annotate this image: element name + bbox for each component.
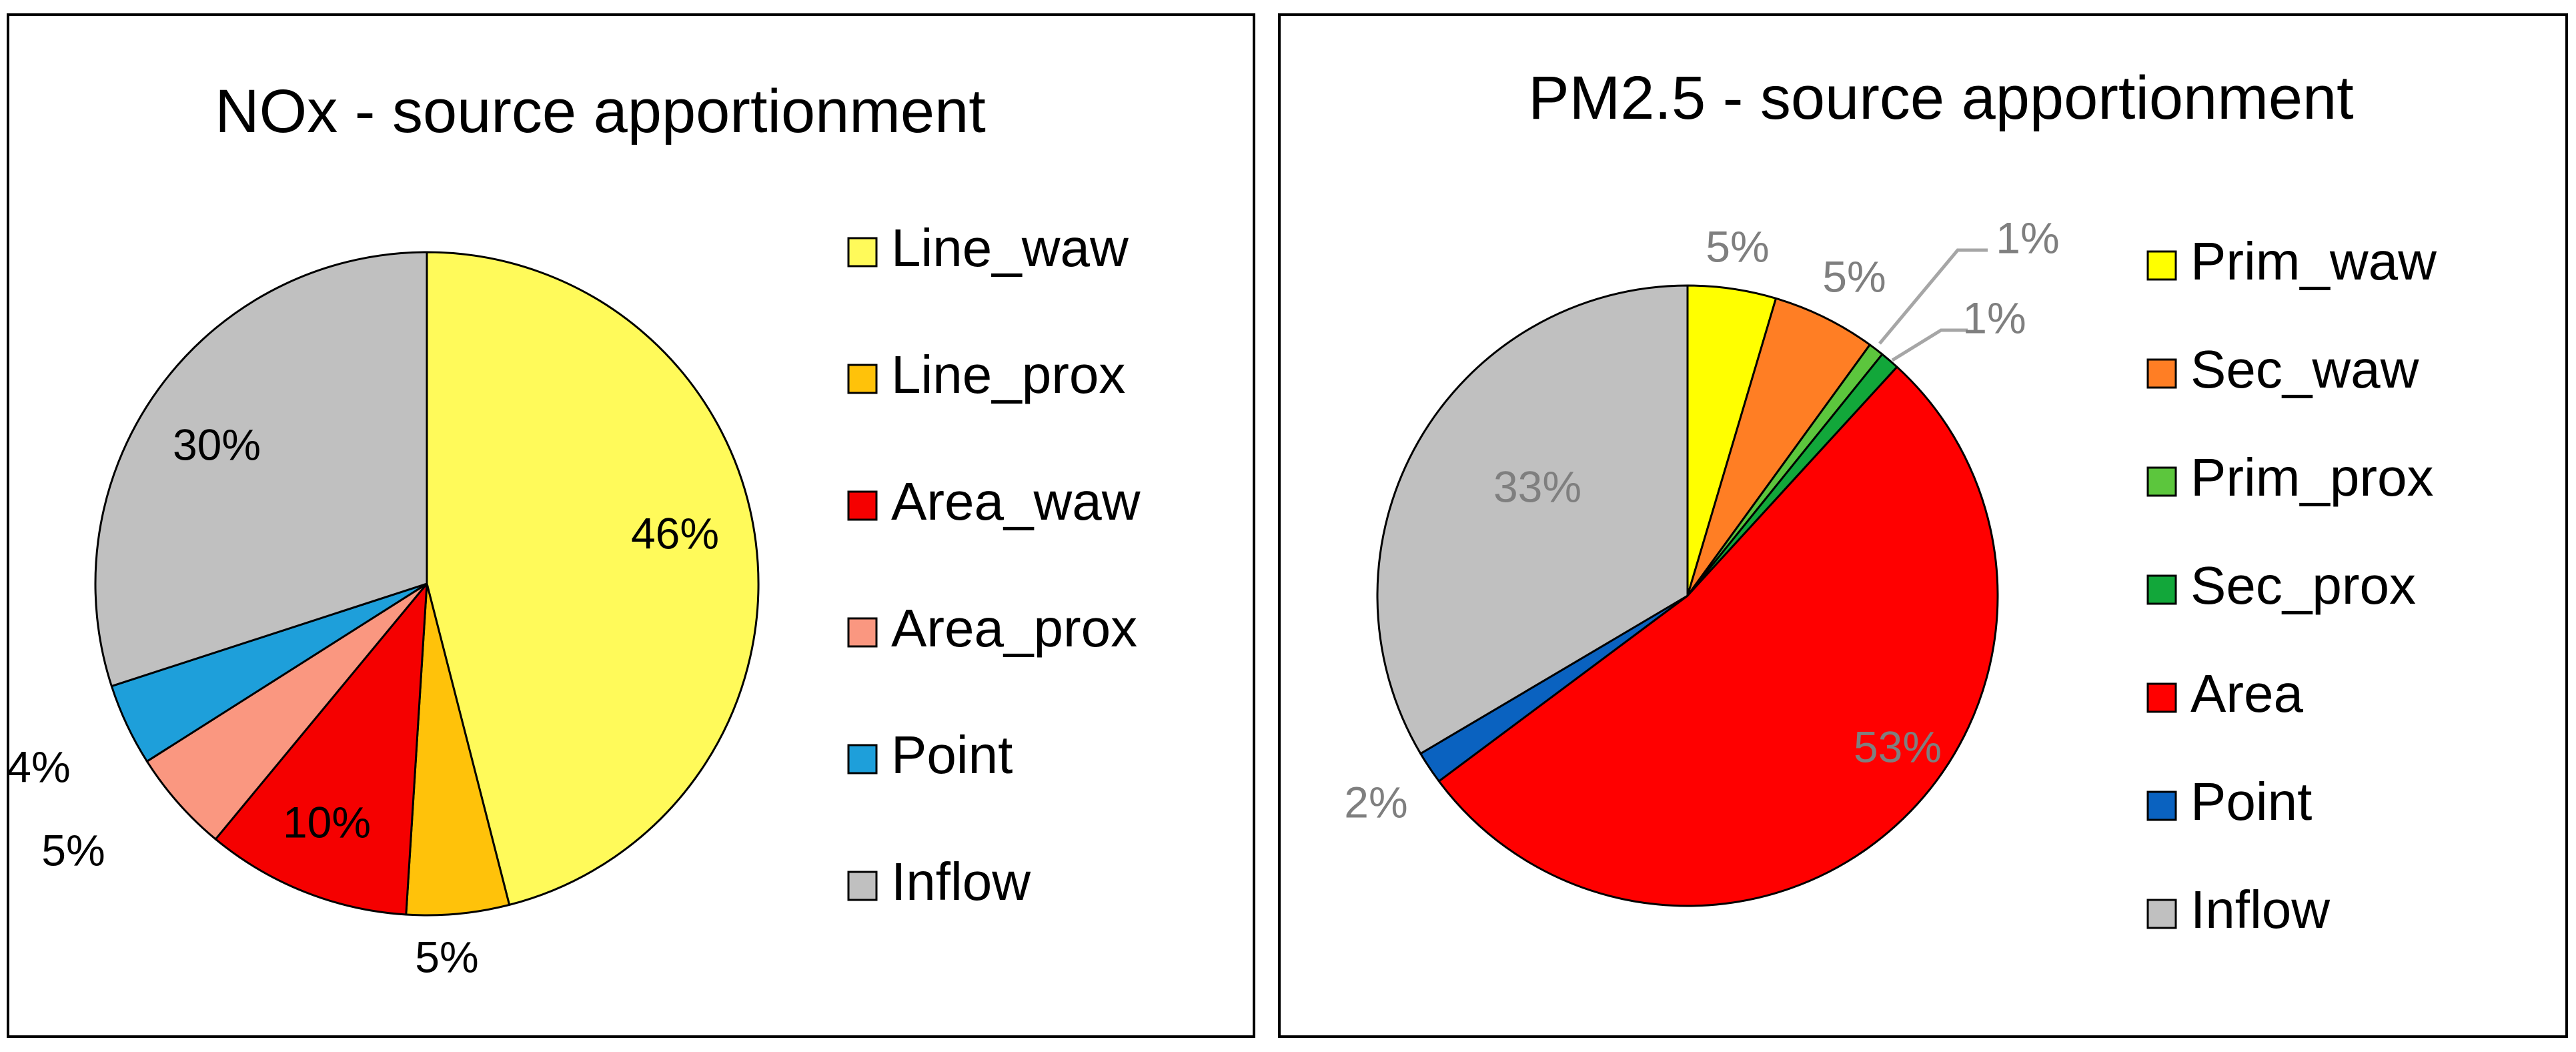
pm25-slice-sec-waw <box>1686 297 1871 597</box>
pm25-legend: Prim_waw Sec_waw Prim_prox Sec_prox Area Poin… <box>2146 231 2437 939</box>
pm25-data-labels: 5% 5% 1% 1% 53% 2% 33% <box>1344 213 2059 827</box>
pm25-leader-sec-prox <box>1891 328 1968 362</box>
pm25-legend-swatch-point <box>2146 791 2177 821</box>
pm25-legend-label-inflow: Inflow <box>2190 880 2330 939</box>
pm25-leader-lines <box>1878 248 1988 362</box>
pm25-data-label-point: 2% <box>1344 777 1407 827</box>
nox-data-label-inflow: 30% <box>173 420 261 469</box>
nox-legend-label-point: Point <box>891 725 1013 784</box>
pm25-legend-label-prim-waw: Prim_waw <box>2190 231 2437 291</box>
nox-legend-swatch-line-prox <box>847 364 878 394</box>
pm25-legend-swatch-sec-prox <box>2146 574 2177 605</box>
nox-legend-label-line-prox: Line_prox <box>891 345 1125 404</box>
pm25-legend-swatch-inflow <box>2146 899 2177 929</box>
pm25-legend-swatch-area <box>2146 682 2177 713</box>
pm25-data-label-inflow: 33% <box>1493 462 1581 511</box>
pm25-chart-title: PM2.5 - source apportionment <box>1528 64 2354 132</box>
nox-legend-label-area-prox: Area_prox <box>891 598 1137 658</box>
pm25-legend-label-prim-prox: Prim_prox <box>2190 448 2434 507</box>
nox-slice-area-prox <box>145 582 428 841</box>
nox-slice-line-prox <box>405 582 511 917</box>
pm25-legend-swatch-prim-waw <box>2146 250 2177 281</box>
pm25-leader-prim-prox <box>1878 248 1988 345</box>
nox-slice-inflow <box>94 251 428 688</box>
nox-legend-swatch-area-waw <box>847 490 878 521</box>
nox-legend-swatch-point <box>847 744 878 774</box>
nox-slice-area-waw <box>214 582 428 916</box>
nox-data-label-area-waw: 10% <box>283 797 371 847</box>
pm25-pie <box>1376 284 1999 907</box>
nox-data-label-line-waw: 46% <box>631 508 719 558</box>
nox-chart-title: NOx - source apportionment <box>215 77 986 145</box>
pm25-legend-swatch-prim-prox <box>2146 466 2177 497</box>
nox-data-label-area-prox: 5% <box>41 825 105 875</box>
nox-data-label-line-prox: 5% <box>415 932 478 981</box>
pm25-data-label-sec-prox: 1% <box>1962 293 2026 342</box>
pm25-data-label-prim-waw: 5% <box>1706 221 1769 271</box>
nox-slice-line-waw <box>426 251 760 906</box>
pm25-data-label-prim-prox: 1% <box>1996 213 2059 262</box>
pm25-slice-inflow <box>1376 284 1689 755</box>
nox-data-label-point: 4% <box>7 742 70 791</box>
nox-legend-label-area-waw: Area_waw <box>891 472 1141 531</box>
nox-legend-label-line-waw: Line_waw <box>891 218 1129 278</box>
nox-data-labels: 46% 5% 10% 5% 4% 30% <box>7 420 719 981</box>
pm25-slice-area <box>1437 366 1999 907</box>
pm25-data-label-sec-waw: 5% <box>1822 251 1886 301</box>
nox-legend: Line_waw Line_prox Area_waw Area_prox Point I… <box>847 218 1141 911</box>
nox-legend-swatch-inflow <box>847 871 878 901</box>
nox-legend-label-inflow: Inflow <box>891 852 1031 911</box>
pm25-legend-swatch-sec-waw <box>2146 358 2177 389</box>
nox-legend-swatch-area-prox <box>847 617 878 648</box>
pm25-legend-label-area: Area <box>2190 664 2303 723</box>
pm25-data-label-area: 53% <box>1854 722 1942 771</box>
nox-pie <box>94 251 760 917</box>
nox-legend-swatch-line-waw <box>847 237 878 268</box>
pm25-legend-label-point: Point <box>2190 772 2312 831</box>
pm25-legend-label-sec-waw: Sec_waw <box>2190 340 2419 399</box>
pm25-legend-label-sec-prox: Sec_prox <box>2190 556 2416 615</box>
